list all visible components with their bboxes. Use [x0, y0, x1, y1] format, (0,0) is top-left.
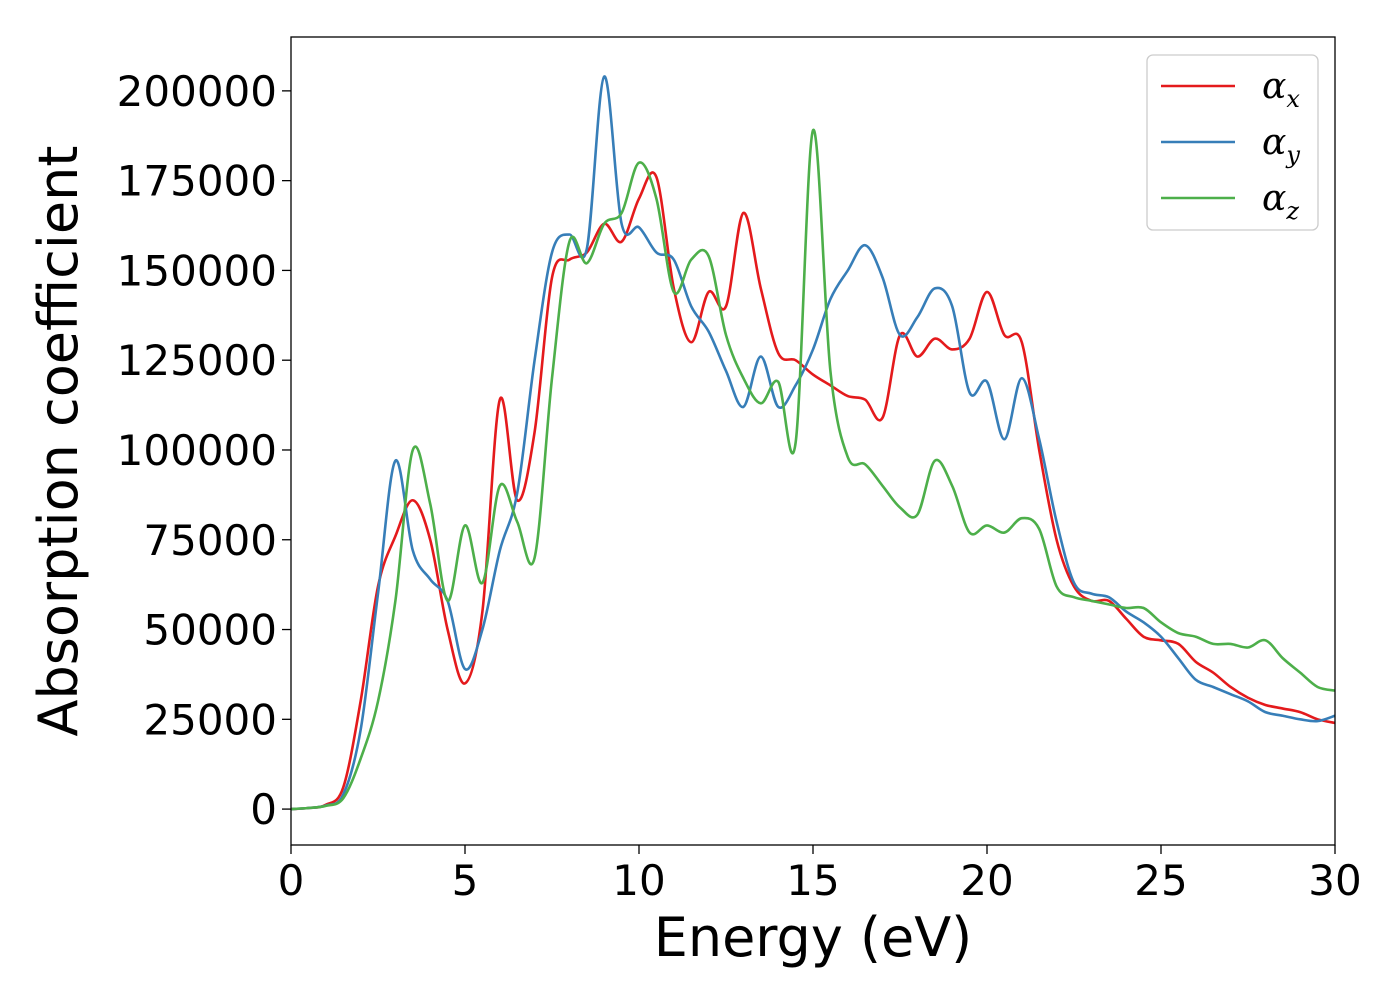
x-tick-label: 20 [960, 856, 1013, 905]
x-tick-label: 5 [452, 856, 479, 905]
y-tick-label: 25000 [143, 695, 277, 744]
y-tick-label: 200000 [117, 67, 277, 116]
y-tick-label: 175000 [117, 157, 277, 206]
series-line-y [291, 75, 1335, 811]
series-line-z [291, 129, 1335, 811]
legend-label-y: αy [1262, 122, 1300, 169]
y-axis-label: Absorption coefficient [27, 146, 90, 737]
x-tick-label: 15 [786, 856, 839, 905]
legend-label-subscript: y [1285, 141, 1300, 169]
y-tick-label: 50000 [143, 606, 277, 655]
legend-label-symbol: α [1262, 178, 1286, 219]
legend-label-z: αz [1262, 178, 1299, 225]
series-layer [291, 75, 1335, 811]
legend-label-subscript: x [1286, 85, 1300, 113]
y-tick-label: 75000 [143, 516, 277, 565]
legend-label-x: αx [1262, 66, 1300, 113]
y-tick-label: 150000 [117, 246, 277, 295]
y-tick-label: 100000 [117, 426, 277, 475]
x-tick-label: 25 [1134, 856, 1187, 905]
tick-layer: 0 5 10 15 20 25 30 0 25000 50000 75000 100000 125000… [117, 67, 1362, 905]
y-tick-label: 0 [250, 785, 277, 834]
x-tick-label: 10 [612, 856, 665, 905]
legend-label-symbol: α [1262, 122, 1286, 163]
x-tick-label: 0 [278, 856, 305, 905]
legend-label-subscript: z [1285, 197, 1299, 225]
x-tick-label: 30 [1308, 856, 1361, 905]
x-axis-label: Energy (eV) [654, 906, 973, 969]
series-line-x [291, 171, 1335, 811]
y-tick-label: 125000 [117, 336, 277, 385]
plot-area [290, 36, 1336, 846]
plot-frame [290, 36, 1336, 846]
legend-label-symbol: α [1262, 66, 1286, 107]
